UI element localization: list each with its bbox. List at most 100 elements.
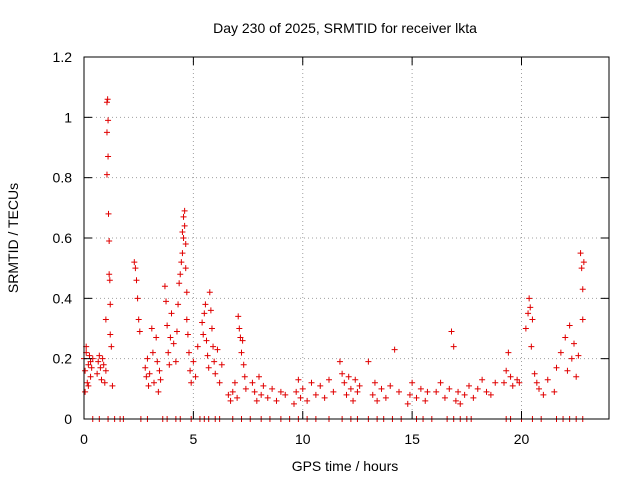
data-point xyxy=(135,316,142,323)
data-point xyxy=(487,391,494,398)
data-point xyxy=(168,310,175,317)
y-tick-label: 1 xyxy=(64,109,72,125)
data-point xyxy=(282,391,289,398)
data-point xyxy=(85,382,92,389)
data-point xyxy=(354,388,361,395)
data-point xyxy=(239,337,246,344)
data-point xyxy=(105,117,112,124)
data-point xyxy=(417,385,424,392)
data-point xyxy=(269,385,276,392)
data-point xyxy=(264,394,271,401)
data-point xyxy=(533,379,540,386)
data-point xyxy=(527,304,534,311)
data-point xyxy=(437,379,444,386)
data-point xyxy=(277,388,284,395)
data-point xyxy=(165,349,172,356)
data-point xyxy=(341,379,348,386)
data-point xyxy=(167,334,174,341)
data-point xyxy=(404,400,411,407)
data-point xyxy=(182,241,189,248)
data-point xyxy=(199,319,206,326)
data-point xyxy=(455,388,462,395)
data-point xyxy=(214,346,221,353)
data-point xyxy=(579,286,586,293)
data-point xyxy=(102,367,109,374)
data-point xyxy=(568,355,575,362)
data-point xyxy=(345,373,352,380)
data-point xyxy=(84,379,91,386)
data-point xyxy=(557,349,564,356)
plot-frame xyxy=(83,56,610,420)
data-point xyxy=(249,379,256,386)
data-point xyxy=(536,385,542,392)
data-point xyxy=(529,316,536,323)
data-point xyxy=(181,222,188,229)
y-tick-label: 0.4 xyxy=(53,290,73,306)
data-point xyxy=(474,385,481,392)
data-point xyxy=(540,391,547,398)
y-tick-label: 0.2 xyxy=(53,351,73,367)
data-point xyxy=(391,346,398,353)
data-point xyxy=(183,316,190,323)
data-point xyxy=(448,328,455,335)
data-point xyxy=(187,367,194,374)
data-point xyxy=(106,238,113,245)
data-point xyxy=(104,96,111,103)
data-point xyxy=(579,316,586,323)
data-point xyxy=(441,394,448,401)
data-point xyxy=(157,376,164,383)
x-tick-label: 10 xyxy=(295,431,311,447)
chart-title: Day 230 of 2025, SRMTID for receiver lkt… xyxy=(213,20,477,36)
y-tick-label: 1.2 xyxy=(53,49,73,65)
data-point xyxy=(522,325,529,332)
data-point xyxy=(178,259,185,266)
data-point xyxy=(179,250,186,257)
grid-lines xyxy=(84,57,609,419)
data-point xyxy=(356,382,363,389)
data-point xyxy=(216,379,223,386)
data-point xyxy=(134,295,141,302)
data-point xyxy=(156,367,163,374)
data-point xyxy=(577,250,584,257)
data-point xyxy=(154,358,161,365)
data-point xyxy=(253,397,260,404)
data-point xyxy=(483,388,490,395)
data-point xyxy=(146,370,153,377)
data-point xyxy=(231,379,238,386)
y-axis-label: SRMTID / TECUs xyxy=(5,183,21,293)
data-point xyxy=(336,358,343,365)
data-point xyxy=(177,271,184,278)
data-point xyxy=(580,259,587,266)
data-point xyxy=(148,325,155,332)
data-point xyxy=(94,370,101,377)
data-point xyxy=(86,352,93,359)
data-point xyxy=(528,343,535,350)
data-point xyxy=(133,277,140,284)
y-tick-label: 0 xyxy=(64,411,72,427)
data-point xyxy=(82,388,89,395)
data-point xyxy=(382,394,389,401)
y-tick-label: 0.8 xyxy=(53,170,73,186)
data-point xyxy=(103,99,110,106)
data-point xyxy=(374,397,381,404)
data-point xyxy=(105,210,112,217)
data-point xyxy=(526,295,533,302)
data-point xyxy=(424,388,431,395)
data-point xyxy=(242,385,249,392)
data-point xyxy=(378,385,385,392)
data-point xyxy=(184,331,191,338)
data-point xyxy=(132,265,139,272)
data-point xyxy=(347,385,354,392)
data-point xyxy=(87,358,94,365)
data-point xyxy=(99,355,106,362)
data-point xyxy=(208,325,215,332)
x-tick-label: 0 xyxy=(80,431,88,447)
data-point xyxy=(501,379,507,386)
data-point xyxy=(95,358,102,365)
data-point xyxy=(105,153,112,160)
data-point xyxy=(251,388,258,395)
data-point xyxy=(299,385,306,392)
data-point xyxy=(210,343,217,350)
data-point xyxy=(297,394,304,401)
data-point xyxy=(183,289,190,296)
